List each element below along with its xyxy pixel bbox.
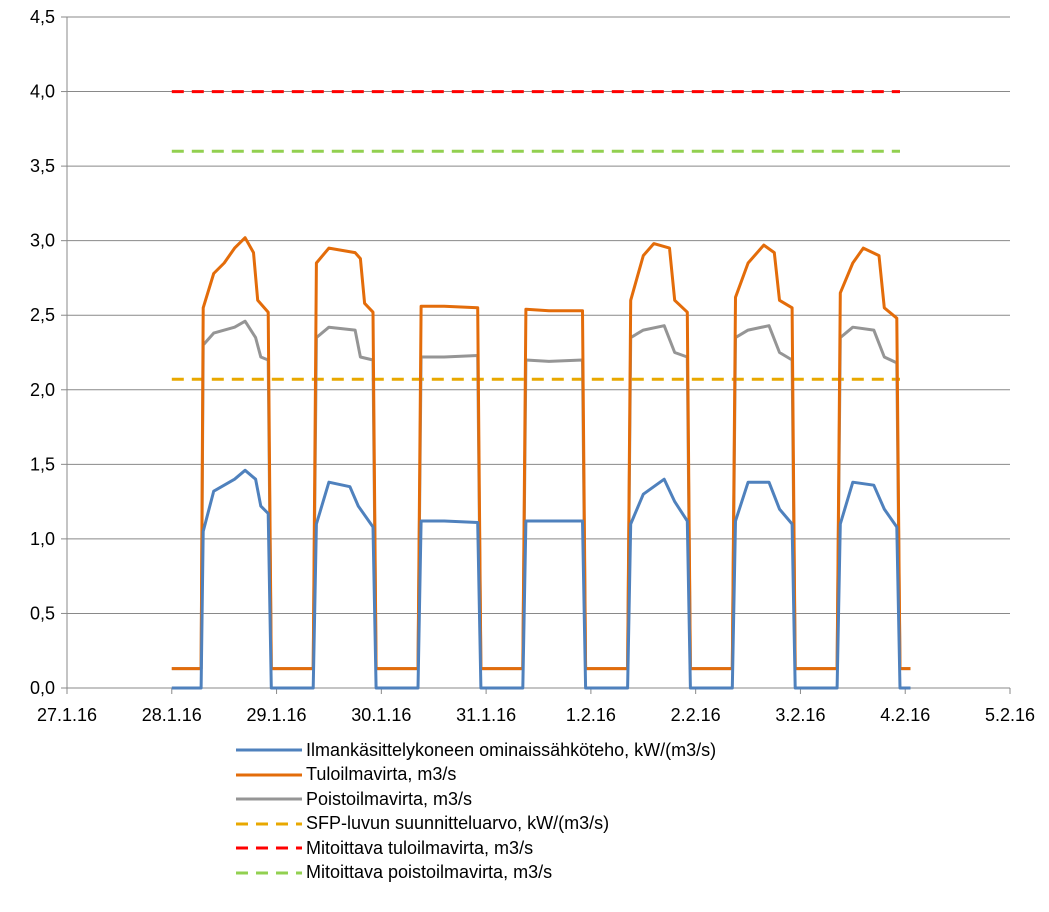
legend-label: Poistoilmavirta, m3/s xyxy=(306,788,473,809)
legend-item: Ilmankäsittelykoneen ominaissähköteho, k… xyxy=(232,738,932,763)
x-tick-label: 30.1.16 xyxy=(351,705,411,725)
legend-swatch xyxy=(236,797,302,801)
x-tick-label: 4.2.16 xyxy=(880,705,930,725)
x-tick-label: 29.1.16 xyxy=(247,705,307,725)
x-tick-label: 1.2.16 xyxy=(566,705,616,725)
line-chart: 0,0 0,5 1,0 1,5 2,0 2,5 3,0 3,5 4,0 4,5 27.1.16 28.… xyxy=(30,7,1035,725)
legend-swatch xyxy=(236,871,302,875)
x-tick-label: 31.1.16 xyxy=(456,705,516,725)
x-tick-label: 5.2.16 xyxy=(985,705,1035,725)
x-tick-label: 28.1.16 xyxy=(142,705,202,725)
legend-swatch xyxy=(236,773,302,777)
legend-label: Mitoittava tuloilmavirta, m3/s xyxy=(306,837,534,858)
legend-label: Tuloilmavirta, m3/s xyxy=(306,764,457,785)
legend-item: SFP-luvun suunnitteluarvo, kW/(m3/s) xyxy=(232,812,932,837)
y-tick-label: 2,0 xyxy=(30,380,55,400)
legend-item: Poistoilmavirta, m3/s xyxy=(232,787,932,812)
legend-item: Mitoittava tuloilmavirta, m3/s xyxy=(232,836,932,861)
x-tick-label: 3.2.16 xyxy=(775,705,825,725)
legend-label: SFP-luvun suunnitteluarvo, kW/(m3/s) xyxy=(306,813,610,834)
series-line xyxy=(171,236,911,671)
y-tick-label: 4,5 xyxy=(30,7,55,27)
series-line xyxy=(171,319,911,671)
y-tick-label: 2,5 xyxy=(30,305,55,325)
legend-item: Mitoittava poistoilmavirta, m3/s xyxy=(232,861,932,886)
y-tick-label: 3,0 xyxy=(30,231,55,251)
legend-swatch xyxy=(236,846,302,850)
x-tick-label: 27.1.16 xyxy=(37,705,97,725)
legend-swatch xyxy=(236,822,302,826)
chart-legend: Ilmankäsittelykoneen ominaissähköteho, k… xyxy=(232,738,932,885)
x-tick-label: 2.2.16 xyxy=(671,705,721,725)
y-tick-label: 0,0 xyxy=(30,678,55,698)
legend-label: Ilmankäsittelykoneen ominaissähköteho, k… xyxy=(306,739,717,760)
legend-label: Mitoittava poistoilmavirta, m3/s xyxy=(306,862,553,883)
series-line xyxy=(171,468,911,690)
y-tick-label: 1,5 xyxy=(30,454,55,474)
legend-item: Tuloilmavirta, m3/s xyxy=(232,763,932,788)
y-tick-label: 1,0 xyxy=(30,529,55,549)
y-tick-label: 4,0 xyxy=(30,82,55,102)
y-tick-label: 3,5 xyxy=(30,156,55,176)
legend-swatch xyxy=(236,748,302,752)
y-tick-label: 0,5 xyxy=(30,603,55,623)
